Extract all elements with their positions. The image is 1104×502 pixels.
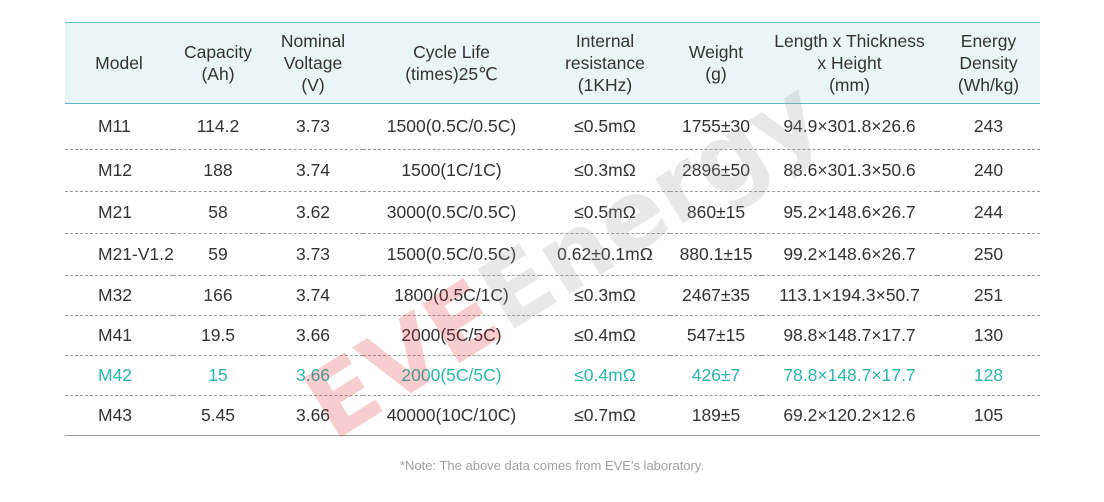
cell-energy-density: 251 [937, 275, 1040, 316]
cell-energy-density: 130 [937, 315, 1040, 356]
header-model: Model [65, 22, 173, 104]
cell-capacity: 188 [173, 149, 263, 192]
cell-capacity: 19.5 [173, 315, 263, 356]
cell-resistance: ≤0.7mΩ [540, 395, 670, 436]
cell-resistance: ≤0.4mΩ [540, 355, 670, 396]
cell-energy-density: 240 [937, 149, 1040, 192]
cell-cycle-life: 1500(1C/1C) [363, 149, 540, 192]
cell-energy-density: 105 [937, 395, 1040, 436]
cell-resistance: ≤0.5mΩ [540, 191, 670, 234]
header-energy-density: Energy Density (Wh/kg) [937, 22, 1040, 104]
header-capacity: Capacity (Ah) [173, 22, 263, 104]
cell-voltage: 3.66 [263, 355, 363, 396]
cell-voltage: 3.74 [263, 275, 363, 316]
cell-model: M43 [65, 395, 173, 436]
header-dimensions: Length x Thickness x Height (mm) [762, 22, 937, 104]
cell-weight: 426±7 [670, 355, 762, 396]
cell-weight: 2467±35 [670, 275, 762, 316]
cell-voltage: 3.73 [263, 103, 363, 150]
battery-spec-table: Model Capacity (Ah) Nominal Voltage (V) … [65, 22, 1040, 436]
cell-weight: 860±15 [670, 191, 762, 234]
cell-capacity: 5.45 [173, 395, 263, 436]
cell-capacity: 59 [173, 233, 263, 276]
battery-spec-table-container: Model Capacity (Ah) Nominal Voltage (V) … [65, 22, 1040, 436]
cell-dimensions: 69.2×120.2×12.6 [762, 395, 937, 436]
cell-dimensions: 95.2×148.6×26.7 [762, 191, 937, 234]
cell-model: M21-V1.2 [65, 233, 174, 276]
footnote: *Note: The above data comes from EVE's l… [399, 458, 705, 473]
cell-cycle-life: 1500(0.5C/0.5C) [363, 233, 540, 276]
cell-model: M11 [65, 103, 173, 150]
cell-resistance: ≤0.3mΩ [540, 149, 670, 192]
cell-resistance: ≤0.5mΩ [540, 103, 670, 150]
cell-energy-density: 243 [937, 103, 1040, 150]
table-row: M42 15 3.66 2000(5C/5C) ≤0.4mΩ 426±7 78.8×148.… [65, 355, 1040, 396]
cell-resistance: ≤0.3mΩ [540, 275, 670, 316]
cell-weight: 189±5 [670, 395, 762, 436]
cell-weight: 547±15 [670, 315, 762, 356]
cell-weight: 2896±50 [670, 149, 762, 192]
cell-model: M32 [65, 275, 173, 316]
cell-dimensions: 88.6×301.3×50.6 [762, 149, 937, 192]
cell-energy-density: 244 [937, 191, 1040, 234]
header-nominal-voltage: Nominal Voltage (V) [263, 22, 363, 104]
cell-cycle-life: 1800(0.5C/1C) [363, 275, 540, 316]
cell-capacity: 58 [173, 191, 263, 234]
header-internal-resistance: Internal resistance (1KHz) [540, 22, 670, 104]
table-row: M21 58 3.62 3000(0.5C/0.5C) ≤0.5mΩ 860±15 95.2… [65, 191, 1040, 234]
cell-cycle-life: 3000(0.5C/0.5C) [363, 191, 540, 234]
cell-dimensions: 99.2×148.6×26.7 [762, 233, 937, 276]
cell-dimensions: 98.8×148.7×17.7 [762, 315, 937, 356]
cell-dimensions: 113.1×194.3×50.7 [762, 275, 937, 316]
table-row: M41 19.5 3.66 2000(5C/5C) ≤0.4mΩ 547±15 98.8×1… [65, 315, 1040, 356]
cell-voltage: 3.62 [263, 191, 363, 234]
cell-capacity: 15 [173, 355, 263, 396]
table-body: M11 114.2 3.73 1500(0.5C/0.5C) ≤0.5mΩ 1755±30… [65, 103, 1040, 436]
table-row: M43 5.45 3.66 40000(10C/10C) ≤0.7mΩ 189±5 69.2… [65, 395, 1040, 436]
table-row: M12 188 3.74 1500(1C/1C) ≤0.3mΩ 2896±50 88.6×3… [65, 149, 1040, 192]
cell-model: M21 [65, 191, 173, 234]
table-header: Model Capacity (Ah) Nominal Voltage (V) … [65, 22, 1040, 104]
cell-voltage: 3.73 [263, 233, 363, 276]
cell-voltage: 3.74 [263, 149, 363, 192]
table-row: M21-V1.2 59 3.73 1500(0.5C/0.5C) 0.62±0.1mΩ 8… [65, 233, 1040, 276]
cell-energy-density: 250 [937, 233, 1040, 276]
header-weight: Weight (g) [670, 22, 762, 104]
cell-cycle-life: 40000(10C/10C) [363, 395, 540, 436]
cell-resistance: ≤0.4mΩ [540, 315, 670, 356]
header-row: Model Capacity (Ah) Nominal Voltage (V) … [65, 22, 1040, 104]
cell-energy-density: 128 [937, 355, 1040, 396]
cell-capacity: 166 [173, 275, 263, 316]
cell-dimensions: 78.8×148.7×17.7 [762, 355, 937, 396]
table-row: M32 166 3.74 1800(0.5C/1C) ≤0.3mΩ 2467±35 113.… [65, 275, 1040, 316]
cell-cycle-life: 2000(5C/5C) [363, 315, 540, 356]
cell-model: M41 [65, 315, 173, 356]
cell-weight: 880.1±15 [670, 233, 762, 276]
cell-model: M42 [65, 355, 173, 396]
cell-cycle-life: 2000(5C/5C) [363, 355, 540, 396]
cell-voltage: 3.66 [263, 315, 363, 356]
header-cycle-life: Cycle Life (times)25℃ [363, 22, 540, 104]
cell-model: M12 [65, 149, 173, 192]
cell-capacity: 114.2 [173, 103, 263, 150]
cell-resistance: 0.62±0.1mΩ [540, 233, 670, 276]
cell-cycle-life: 1500(0.5C/0.5C) [363, 103, 540, 150]
cell-dimensions: 94.9×301.8×26.6 [762, 103, 937, 150]
table-row: M11 114.2 3.73 1500(0.5C/0.5C) ≤0.5mΩ 1755±30… [65, 103, 1040, 150]
cell-voltage: 3.66 [263, 395, 363, 436]
cell-weight: 1755±30 [670, 103, 762, 150]
